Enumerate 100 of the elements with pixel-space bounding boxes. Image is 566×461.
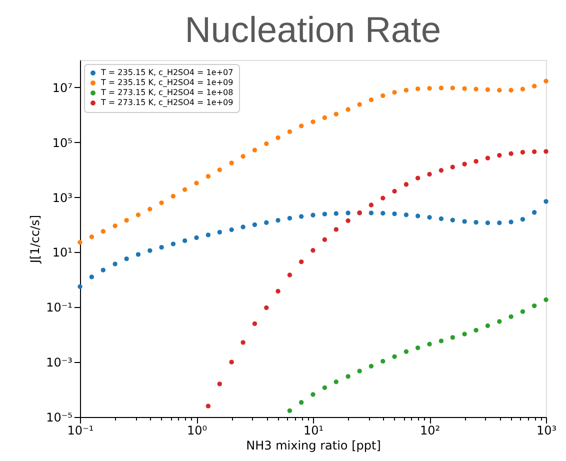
point xyxy=(124,218,129,223)
point xyxy=(450,218,455,222)
point xyxy=(124,256,129,262)
y-tick-label: 10⁵ xyxy=(52,136,73,150)
point xyxy=(217,168,222,172)
point xyxy=(78,240,82,245)
point xyxy=(240,224,246,230)
point xyxy=(252,148,258,152)
point xyxy=(462,219,467,224)
point xyxy=(508,220,514,224)
y-tick-label: 10⁷ xyxy=(52,80,73,95)
point xyxy=(240,154,246,159)
point xyxy=(310,212,316,218)
point xyxy=(544,199,548,204)
point xyxy=(438,216,444,222)
point xyxy=(310,119,316,124)
point xyxy=(474,86,478,92)
point xyxy=(346,210,350,216)
point xyxy=(298,214,304,219)
point xyxy=(276,218,280,223)
point xyxy=(78,284,82,289)
point xyxy=(427,215,432,220)
point xyxy=(159,200,164,206)
legend-label: T = 235.15 K, c_H2SO4 = 1e+09 xyxy=(100,78,234,87)
point xyxy=(159,244,164,250)
point xyxy=(415,214,420,218)
point xyxy=(206,174,211,179)
point xyxy=(194,180,199,186)
point xyxy=(532,210,537,215)
point xyxy=(170,242,176,246)
point xyxy=(368,97,374,102)
point xyxy=(100,268,106,272)
point xyxy=(287,129,292,134)
y-axis-title: J[1/cc/s] xyxy=(28,214,42,264)
x-tick-label: 10² xyxy=(420,424,440,438)
x-tick-label: 10³ xyxy=(536,424,557,438)
point xyxy=(206,232,211,238)
y-tick-label: 10⁻⁵ xyxy=(46,410,73,424)
point xyxy=(276,135,280,140)
point xyxy=(508,88,514,93)
legend-label: T = 235.15 K, c_H2SO4 = 1e+07 xyxy=(100,68,234,77)
point xyxy=(334,112,338,116)
point xyxy=(229,160,234,166)
point xyxy=(520,86,526,92)
x-axis-title: NH3 mixing ratio [ppt] xyxy=(246,438,381,452)
point xyxy=(112,224,118,228)
point xyxy=(89,234,94,240)
point xyxy=(112,262,118,266)
point xyxy=(264,141,269,146)
point xyxy=(427,86,432,91)
point xyxy=(287,216,292,221)
point xyxy=(100,229,106,234)
point xyxy=(136,252,141,257)
x-tick-label: 10¹ xyxy=(303,424,324,438)
point xyxy=(450,86,455,90)
point xyxy=(404,212,409,218)
point xyxy=(136,212,141,218)
y-tick-label: 10⁻¹ xyxy=(46,300,73,315)
point xyxy=(497,220,502,226)
point xyxy=(415,86,420,92)
x-tick-label: 10⁻¹ xyxy=(67,424,94,438)
point xyxy=(182,238,188,244)
point xyxy=(485,87,490,92)
legend-label: T = 273.15 K, c_H2SO4 = 1e+08 xyxy=(100,88,234,97)
point xyxy=(404,88,409,93)
point xyxy=(217,230,222,235)
point xyxy=(334,211,338,216)
point xyxy=(322,212,328,216)
point xyxy=(368,210,374,216)
point xyxy=(532,84,537,88)
y-tick-label: 10⁻³ xyxy=(46,356,73,370)
y-tick-label: 10³ xyxy=(52,190,73,205)
point xyxy=(357,102,362,107)
point xyxy=(148,206,152,212)
point xyxy=(170,194,176,199)
point xyxy=(392,90,397,95)
point xyxy=(380,93,386,98)
point xyxy=(544,78,548,84)
point xyxy=(298,124,304,128)
x-tick-label: 10⁰ xyxy=(186,424,208,438)
point xyxy=(182,187,188,192)
chart-title: Nucleation Rate xyxy=(184,9,442,50)
point xyxy=(194,235,199,240)
point xyxy=(438,86,444,90)
point xyxy=(497,88,502,93)
y-tick-label: 10¹ xyxy=(52,246,73,260)
point xyxy=(474,220,478,225)
point xyxy=(89,274,94,280)
point xyxy=(462,86,467,91)
point xyxy=(264,220,269,225)
point xyxy=(380,210,386,216)
legend-label: T = 273.15 K, c_H2SO4 = 1e+09 xyxy=(100,98,234,107)
point xyxy=(520,216,526,222)
point xyxy=(392,211,397,216)
point xyxy=(148,248,152,253)
point xyxy=(485,220,490,226)
point xyxy=(346,107,350,112)
point xyxy=(322,115,328,120)
point xyxy=(252,222,258,228)
point xyxy=(229,227,234,232)
